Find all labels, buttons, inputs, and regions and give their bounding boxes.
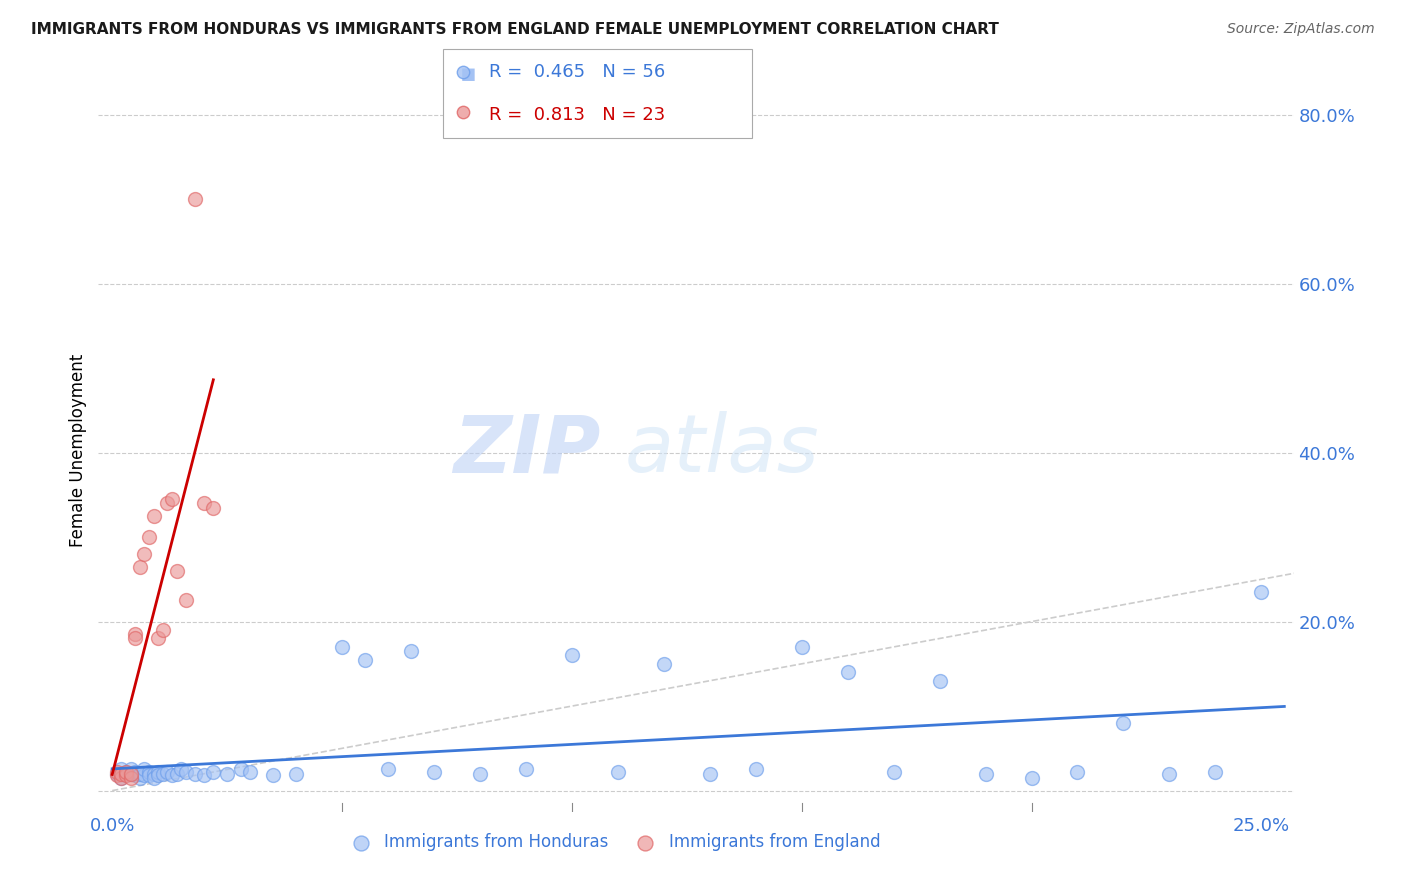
Point [193, 768, 215, 782]
Point [745, 763, 768, 777]
Point [142, 771, 165, 785]
Point [138, 768, 160, 782]
Point [105, 768, 128, 782]
Point [354, 652, 377, 666]
Point [110, 763, 132, 777]
Point [217, 766, 239, 780]
Point [974, 766, 997, 780]
Point [142, 508, 165, 523]
Point [1112, 716, 1135, 731]
Legend: Immigrants from Honduras, Immigrants from England: Immigrants from Honduras, Immigrants fro… [337, 826, 887, 857]
Point [837, 665, 859, 680]
Point [124, 627, 146, 641]
Point [105, 764, 128, 779]
Point [134, 768, 156, 782]
Point [468, 766, 491, 780]
Point [128, 559, 150, 574]
Point [138, 530, 160, 544]
Point [377, 763, 399, 777]
Point [124, 764, 146, 779]
Point [128, 771, 150, 785]
Text: ▪: ▪ [460, 62, 477, 86]
Point [928, 673, 950, 688]
Point [115, 764, 138, 779]
Point [193, 496, 215, 510]
Point [120, 766, 142, 780]
Point [115, 768, 138, 782]
Point [120, 766, 142, 780]
Point [124, 632, 146, 646]
Point [110, 766, 132, 780]
Text: IMMIGRANTS FROM HONDURAS VS IMMIGRANTS FROM ENGLAND FEMALE UNEMPLOYMENT CORRELAT: IMMIGRANTS FROM HONDURAS VS IMMIGRANTS F… [31, 22, 998, 37]
Point [883, 764, 905, 779]
Y-axis label: Female Unemployment: Female Unemployment [69, 354, 87, 547]
Point [399, 644, 422, 658]
Point [110, 771, 132, 785]
Point [229, 763, 252, 777]
Point [148, 764, 170, 779]
Point [134, 763, 156, 777]
Point [105, 766, 128, 780]
Point [170, 763, 193, 777]
Point [1250, 585, 1272, 599]
Point [110, 771, 132, 785]
Point [652, 657, 675, 671]
Point [142, 766, 165, 780]
Point [134, 547, 156, 561]
Point [148, 768, 170, 782]
Point [152, 623, 174, 637]
Point [1021, 771, 1043, 785]
Point [1066, 764, 1088, 779]
Point [120, 771, 142, 785]
Point [515, 763, 537, 777]
Point [166, 564, 188, 578]
Text: R =  0.813   N = 23: R = 0.813 N = 23 [489, 106, 665, 124]
Point [423, 764, 446, 779]
Point [184, 192, 207, 206]
Point [128, 766, 150, 780]
Text: ZIP: ZIP [453, 411, 600, 490]
Point [202, 764, 225, 779]
Point [202, 500, 225, 515]
Text: Source: ZipAtlas.com: Source: ZipAtlas.com [1227, 22, 1375, 37]
Point [152, 766, 174, 780]
Point [115, 764, 138, 779]
Point [1159, 766, 1181, 780]
Point [160, 768, 183, 782]
Point [156, 764, 179, 779]
Point [160, 491, 183, 506]
Point [174, 593, 197, 607]
Point [606, 764, 628, 779]
Point [561, 648, 583, 663]
Point [790, 640, 813, 654]
Point [124, 768, 146, 782]
Point [174, 764, 197, 779]
Point [239, 764, 262, 779]
Point [184, 766, 207, 780]
Point [330, 640, 353, 654]
Point [166, 766, 188, 780]
Point [138, 764, 160, 779]
Point [120, 763, 142, 777]
Point [1204, 764, 1226, 779]
Point [285, 766, 308, 780]
Point [156, 496, 179, 510]
Text: R =  0.465   N = 56: R = 0.465 N = 56 [489, 63, 665, 81]
Point [262, 768, 284, 782]
Point [148, 632, 170, 646]
Point [699, 766, 721, 780]
Text: atlas: atlas [624, 411, 820, 490]
Point [115, 768, 138, 782]
